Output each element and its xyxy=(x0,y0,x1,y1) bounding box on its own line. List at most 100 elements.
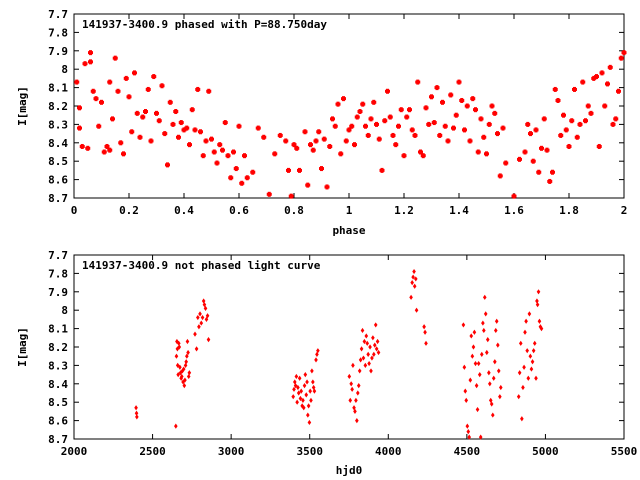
unphased-data-point xyxy=(526,375,531,381)
unphased-data-point xyxy=(134,405,138,411)
unphased-y-tick-label: 8.1 xyxy=(48,323,68,336)
unphased-data-point xyxy=(488,397,493,403)
unphased-data-point xyxy=(482,327,486,334)
phased-data-point xyxy=(354,114,360,120)
phased-data-point xyxy=(442,123,448,129)
unphased-data-point xyxy=(348,397,353,403)
phased-x-tick-label: 0.8 xyxy=(284,204,304,217)
unphased-y-tick-label: 8.5 xyxy=(48,396,68,409)
phased-data-point xyxy=(96,123,102,129)
phased-data-point xyxy=(134,110,140,116)
unphased-data-point xyxy=(306,412,310,418)
phased-y-tick-label: 8 xyxy=(61,63,68,76)
phased-data-point xyxy=(577,121,583,127)
phased-data-point xyxy=(187,142,192,148)
unphased-data-point xyxy=(174,353,179,359)
phased-data-point xyxy=(451,125,456,131)
unphased-data-point xyxy=(177,340,181,346)
phased-data-point xyxy=(107,147,113,153)
unphased-data-point xyxy=(292,386,296,392)
unphased-data-point xyxy=(469,333,474,339)
phased-data-point xyxy=(277,132,283,138)
phased-data-point xyxy=(566,143,572,149)
phased-data-point xyxy=(330,116,335,122)
unphased-data-point xyxy=(535,302,540,308)
phased-data-point xyxy=(184,125,190,131)
phased-data-point xyxy=(420,153,426,159)
phased-data-point xyxy=(176,134,181,140)
unphased-data-point xyxy=(203,305,208,311)
unphased-data-point xyxy=(304,392,309,398)
unphased-data-point xyxy=(301,405,306,411)
phased-data-point xyxy=(607,64,613,70)
phased-data-point xyxy=(104,143,110,149)
phased-data-point xyxy=(429,94,434,100)
unphased-x-tick-label: 5000 xyxy=(532,445,559,458)
unphased-data-point xyxy=(464,397,469,403)
unphased-data-point xyxy=(473,360,478,367)
unphased-y-tick-label: 8.3 xyxy=(48,359,68,372)
unphased-data-point xyxy=(297,375,302,381)
phased-data-point xyxy=(484,151,489,157)
unphased-ticks: 2000 2500 3000 3500 4000 4500 5000 5500 7.7 7.8 7.… xyxy=(48,249,637,458)
unphased-y-tick-label: 8.4 xyxy=(48,378,68,391)
phased-data-point xyxy=(99,99,104,105)
phased-data-point xyxy=(426,121,432,127)
phased-data-point xyxy=(407,107,412,113)
phased-data-point xyxy=(85,145,91,151)
phased-y-tick-label: 8.3 xyxy=(48,118,68,131)
phased-data-point xyxy=(305,182,311,188)
phased-data-point xyxy=(475,149,481,155)
phased-data-point xyxy=(294,145,300,151)
phased-data-point xyxy=(189,107,195,113)
phased-x-tick-label: 2 xyxy=(621,204,628,217)
unphased-data-point xyxy=(527,311,532,317)
phased-data-point xyxy=(255,125,261,131)
phased-data-point xyxy=(228,175,234,181)
unphased-data-point xyxy=(181,366,186,372)
unphased-data-point xyxy=(175,346,180,352)
phased-x-tick-label: 1.2 xyxy=(394,204,414,217)
unphased-x-tick-label: 5500 xyxy=(611,445,638,458)
phased-y-tick-label: 8.6 xyxy=(48,174,68,187)
unphased-panel: 141937-3400.9 not phased light curve hjd… xyxy=(16,249,637,477)
unphased-data-point xyxy=(471,344,476,350)
phased-data-point xyxy=(90,88,96,94)
phased-data-point xyxy=(544,147,550,153)
phased-data-point xyxy=(332,123,338,129)
phased-data-point xyxy=(621,50,627,56)
unphased-data-point xyxy=(409,294,413,300)
unphased-data-point xyxy=(372,342,377,348)
phased-data-point xyxy=(464,103,470,109)
unphased-data-point xyxy=(309,397,313,403)
phased-data-point xyxy=(594,74,599,80)
unphased-data-point xyxy=(300,403,304,409)
phased-data-point xyxy=(291,142,297,148)
phased-data-point xyxy=(244,175,250,181)
phased-data-point xyxy=(511,193,517,199)
phased-data-point xyxy=(478,116,484,122)
phased-data-point xyxy=(198,129,203,135)
phased-data-point xyxy=(121,151,126,157)
unphased-data-point xyxy=(194,346,199,352)
phased-data-point xyxy=(404,114,410,120)
unphased-data-point xyxy=(352,405,356,411)
phased-data-point xyxy=(82,61,88,67)
phased-data-point xyxy=(558,132,564,138)
phased-data-point xyxy=(250,169,256,175)
unphased-data-point xyxy=(294,373,299,380)
phased-data-point xyxy=(192,127,198,133)
unphased-data-point xyxy=(183,377,187,383)
phased-data-point xyxy=(467,138,473,144)
phased-data-point xyxy=(580,79,586,85)
unphased-x-tick-label: 2000 xyxy=(61,445,88,458)
unphased-data-point xyxy=(373,322,378,328)
unphased-data-point xyxy=(414,307,419,313)
phased-x-tick-label: 0.4 xyxy=(174,204,194,217)
phased-data-point xyxy=(470,96,476,102)
phased-data-point xyxy=(143,109,148,115)
phased-data-point xyxy=(222,120,228,126)
unphased-data-point xyxy=(477,372,482,378)
phased-data-point xyxy=(319,166,324,172)
